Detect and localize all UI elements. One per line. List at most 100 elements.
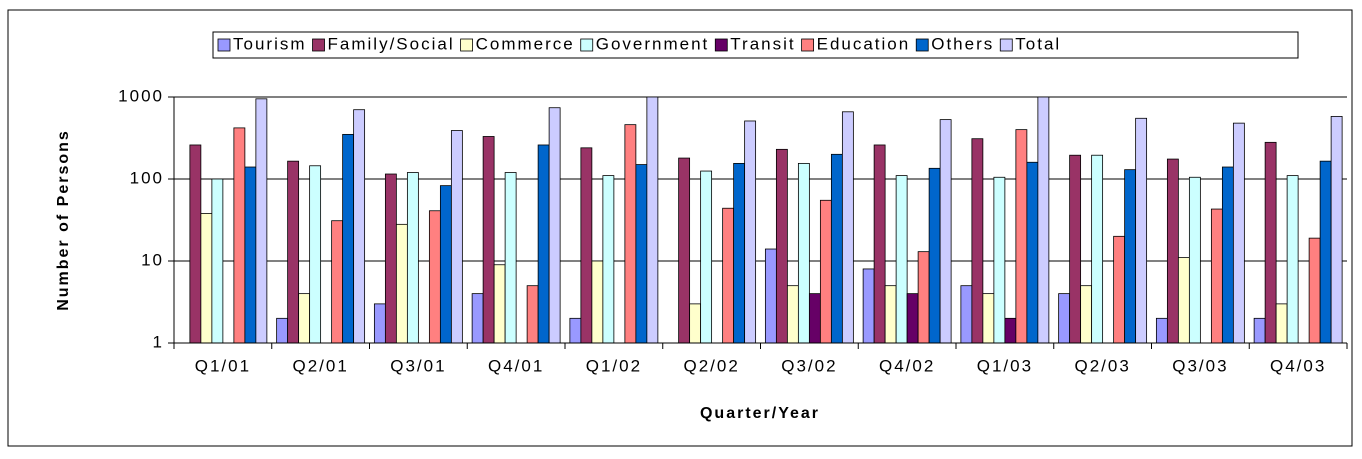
bar xyxy=(450,130,463,344)
bar xyxy=(982,293,995,344)
x-tick-label: Q4/03 xyxy=(1270,356,1326,375)
y-tick-label: 10 xyxy=(141,250,164,269)
x-tick-label: Q3/03 xyxy=(1172,356,1228,375)
bar xyxy=(1221,166,1234,344)
bar xyxy=(1275,303,1288,344)
bar xyxy=(331,220,344,344)
y-tick-label: 1 xyxy=(153,332,164,351)
bar xyxy=(602,175,615,344)
x-tick-label: Q3/02 xyxy=(781,356,837,375)
bar xyxy=(808,293,821,344)
bar xyxy=(342,133,355,344)
bar xyxy=(482,136,495,344)
legend-label: Total xyxy=(1015,34,1061,53)
legend-swatch xyxy=(580,38,594,52)
bar xyxy=(689,303,702,344)
bar xyxy=(786,285,799,344)
bar xyxy=(722,207,735,344)
bar xyxy=(764,248,777,344)
legend-label: Education xyxy=(817,34,911,53)
legend-swatch xyxy=(714,38,728,52)
bar xyxy=(939,119,952,344)
bar xyxy=(906,293,919,344)
bar xyxy=(733,162,746,344)
bar xyxy=(526,285,539,344)
bar xyxy=(1037,96,1050,344)
bar xyxy=(384,173,397,344)
x-tick-label: Q3/01 xyxy=(390,356,446,375)
bar xyxy=(1232,122,1245,344)
bar xyxy=(624,124,637,344)
legend-box xyxy=(212,31,1299,59)
bar xyxy=(775,148,788,344)
bar xyxy=(1058,293,1071,344)
bar xyxy=(395,223,408,344)
legend-label: Others xyxy=(931,34,994,53)
bar xyxy=(255,98,268,344)
legend-swatch xyxy=(312,38,325,52)
bar xyxy=(993,176,1006,344)
legend-label: Family/Social xyxy=(328,34,455,53)
y-tick-label: 100 xyxy=(130,168,164,187)
bar xyxy=(1330,115,1343,344)
bar xyxy=(1091,154,1104,344)
legend-swatch xyxy=(801,38,815,52)
bar xyxy=(635,164,648,344)
bar xyxy=(580,147,593,344)
bar xyxy=(960,285,973,344)
bar xyxy=(233,127,246,344)
bar xyxy=(1113,235,1126,344)
bar xyxy=(1069,154,1082,344)
legend-swatch xyxy=(460,38,474,52)
bar xyxy=(1135,117,1148,344)
bar xyxy=(298,293,311,344)
bar xyxy=(471,293,484,344)
bar xyxy=(373,303,386,344)
bar xyxy=(895,175,908,344)
bar xyxy=(1319,160,1332,344)
plot-area xyxy=(174,97,1347,343)
bar xyxy=(928,167,941,344)
bar xyxy=(1308,237,1321,344)
bar xyxy=(873,144,886,344)
bar xyxy=(1264,141,1277,344)
bar xyxy=(971,138,984,344)
bar xyxy=(841,111,854,344)
bar xyxy=(744,120,757,344)
x-tick-label: Q1/03 xyxy=(977,356,1033,375)
bar xyxy=(1286,175,1299,344)
bar xyxy=(428,210,441,344)
bar xyxy=(819,199,832,344)
bar xyxy=(1015,129,1028,344)
legend-swatch xyxy=(999,38,1013,52)
legend-label: Commerce xyxy=(476,34,575,53)
x-tick-label: Q1/02 xyxy=(586,356,642,375)
bar xyxy=(211,178,224,344)
bar xyxy=(569,317,582,344)
bar xyxy=(700,170,713,344)
bar xyxy=(244,166,257,344)
bar xyxy=(862,268,875,344)
bar xyxy=(200,213,213,344)
legend-swatch xyxy=(217,38,231,52)
bar xyxy=(493,264,506,344)
bar xyxy=(591,260,604,344)
legend-label: Tourism xyxy=(233,34,307,53)
bar xyxy=(276,317,289,344)
bar xyxy=(309,165,322,344)
y-tick-label: 1000 xyxy=(118,86,164,105)
bar xyxy=(917,251,930,344)
x-tick-label: Q2/03 xyxy=(1074,356,1130,375)
bar xyxy=(830,153,843,344)
legend-swatch xyxy=(915,38,929,52)
bar xyxy=(797,162,810,344)
bar xyxy=(646,96,659,344)
bar xyxy=(537,144,550,344)
bar xyxy=(548,107,561,344)
bar xyxy=(504,172,517,344)
x-tick-label: Q4/02 xyxy=(879,356,935,375)
legend-label: Transit xyxy=(730,34,795,53)
bar xyxy=(1124,169,1137,344)
legend-label: Government xyxy=(596,34,710,53)
